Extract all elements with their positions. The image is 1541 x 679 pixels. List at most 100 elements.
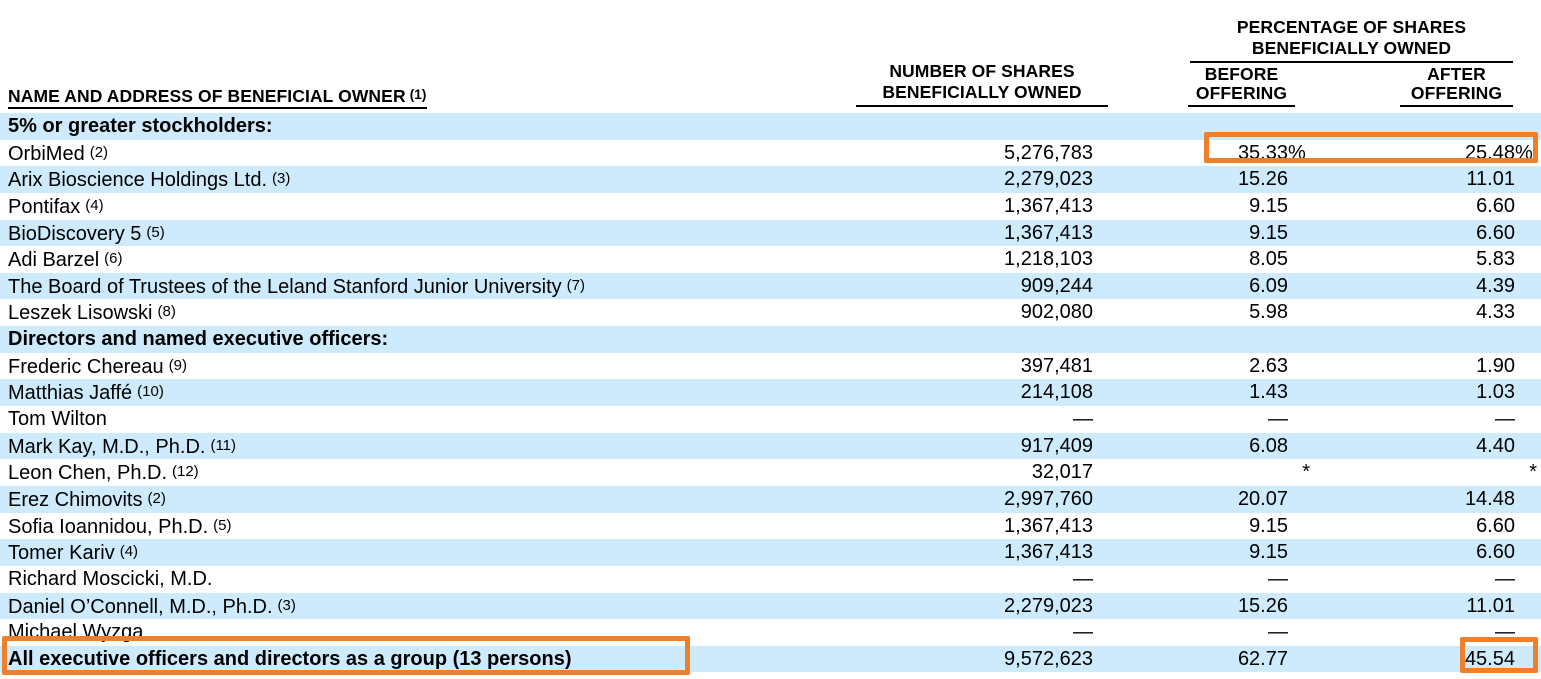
table-row: The Board of Trustees of the Leland Stan… xyxy=(0,272,1541,300)
footnote-reference: (4) xyxy=(119,543,139,561)
owner-name-cell: Adi Barzel (6) xyxy=(8,249,123,272)
before-offering-cell: — xyxy=(1268,567,1288,590)
after-offering-cell: — xyxy=(1495,567,1515,590)
before-offering-cell: 2.63 xyxy=(1249,354,1288,377)
before-offering-cell: 15.26 xyxy=(1237,168,1288,191)
footnote-reference: (6) xyxy=(104,250,123,268)
owner-name-cell: Leon Chen, Ph.D. (12) xyxy=(8,462,199,485)
owner-name-cell: Frederic Chereau (9) xyxy=(8,355,187,378)
footnote-reference: (7) xyxy=(566,276,585,294)
before-offering-cell: 8.05 xyxy=(1249,248,1288,271)
shares-cell: — xyxy=(1073,567,1093,590)
table-row: Arix Bioscience Holdings Ltd. (3) 2,279,02… xyxy=(0,166,1541,193)
shares-cell: 214,108 xyxy=(1020,381,1093,404)
before-offering-cell: 6.09 xyxy=(1249,274,1288,297)
shares-cell: 1,367,413 xyxy=(1004,194,1093,217)
owner-name-cell: Sofia Ioannidou, Ph.D. (5) xyxy=(8,515,232,538)
owner-name-cell: Erez Chimovits (2) xyxy=(8,488,166,511)
footnote-reference: (12) xyxy=(172,463,199,481)
before-offering-line1: BEFORE xyxy=(1204,64,1279,84)
before-offering-cell: 5.98 xyxy=(1249,301,1288,324)
after-offering-cell: 6.60 xyxy=(1476,194,1515,217)
table-row: Frederic Chereau (9) 397,481 2.63 1.90 xyxy=(0,353,1541,380)
footnote-reference: (2) xyxy=(147,489,166,507)
table-row: Tom Wilton — — — xyxy=(0,406,1541,433)
owner-name-cell: The Board of Trustees of the Leland Stan… xyxy=(8,275,585,298)
after-offering-cell: 4.39 xyxy=(1476,274,1515,297)
after-offering-cell: 1.90 xyxy=(1476,354,1515,377)
section-header-row: 5% or greater stockholders: xyxy=(0,113,1541,140)
before-offering-cell xyxy=(1105,326,1310,353)
after-offering-cell: 5.83 xyxy=(1476,248,1515,271)
shares-cell xyxy=(860,113,1105,140)
shares-cell xyxy=(860,326,1105,353)
before-offering-column-header: BEFORE OFFERING xyxy=(1188,65,1295,107)
footnote-reference: (4) xyxy=(85,196,104,214)
owner-name-cell: Daniel O’Connell, M.D., Ph.D. (3) xyxy=(8,595,296,618)
shares-cell: 1,218,103 xyxy=(1004,248,1093,271)
shares-column-header: NUMBER OF SHARES BENEFICIALLY OWNED xyxy=(856,61,1108,107)
after-offering-cell: 6.60 xyxy=(1476,221,1515,244)
after-offering-cell: 11.01 xyxy=(1466,594,1515,617)
table-row: Leon Chen, Ph.D. (12) 32,017 * * xyxy=(0,459,1541,486)
shares-cell: — xyxy=(1073,621,1093,644)
name-column-header: NAME AND ADDRESS OF BENEFICIAL OWNER (1) xyxy=(8,85,427,109)
shares-cell: 32,017 xyxy=(1031,461,1093,484)
after-offering-cell: 11.01 xyxy=(1466,168,1515,191)
before-offering-cell: 6.08 xyxy=(1249,434,1288,457)
name-column-header-footnote: (1) xyxy=(409,87,427,102)
after-offering-cell: 6.60 xyxy=(1476,541,1515,564)
owner-name-cell: All executive officers and directors as … xyxy=(8,647,572,670)
table-row: Richard Moscicki, M.D. — — — xyxy=(0,566,1541,593)
after-offering-line2: OFFERING xyxy=(1410,83,1503,103)
before-offering-cell: — xyxy=(1268,621,1288,644)
shares-cell: 9,572,623 xyxy=(1004,647,1093,670)
before-offering-cell: — xyxy=(1268,408,1288,431)
table-row: Adi Barzel (6) 1,218,103 8.05 5.83 xyxy=(0,246,1541,273)
footnote-reference: (8) xyxy=(157,303,176,321)
footnote-reference: (5) xyxy=(146,223,165,241)
footnote-reference: (11) xyxy=(210,436,237,454)
owner-name-cell: Arix Bioscience Holdings Ltd. (3) xyxy=(8,169,291,192)
table-row: Mark Kay, M.D., Ph.D. (11) 917,409 6.08 4.40 xyxy=(0,432,1541,460)
after-offering-column-header: AFTER OFFERING xyxy=(1400,65,1513,107)
table-row: BioDiscovery 5 (5) 1,367,413 9.15 6.60 xyxy=(0,219,1541,247)
shares-cell: 1,367,413 xyxy=(1004,514,1093,537)
shares-cell: — xyxy=(1073,408,1093,431)
shares-cell: 5,276,783 xyxy=(1004,141,1093,164)
before-offering-cell: 15.26 xyxy=(1237,594,1288,617)
owner-name-cell: Tomer Kariv (4) xyxy=(8,542,139,565)
footnote-reference: (10) xyxy=(137,383,164,401)
after-offering-cell: 4.33 xyxy=(1476,301,1515,324)
after-offering-cell: * xyxy=(1529,461,1537,484)
owner-name-cell: Pontifax (4) xyxy=(8,195,104,218)
before-offering-cell: 9.15 xyxy=(1249,514,1288,537)
owner-name-cell: Mark Kay, M.D., Ph.D. (11) xyxy=(8,435,237,458)
owner-name-cell: Matthias Jaffé (10) xyxy=(8,382,164,405)
shares-column-header-line2: BENEFICIALLY OWNED xyxy=(882,82,1082,102)
owner-name-cell: Richard Moscicki, M.D. xyxy=(8,567,213,590)
footnote-reference: (3) xyxy=(272,170,291,188)
shares-cell: 1,367,413 xyxy=(1004,221,1093,244)
owner-name-cell: Leszek Lisowski (8) xyxy=(8,302,176,325)
shares-cell: 917,409 xyxy=(1020,434,1093,457)
footnote-reference: (9) xyxy=(168,356,187,374)
shares-cell: 2,279,023 xyxy=(1004,168,1093,191)
owner-name-cell: Tom Wilton xyxy=(8,408,107,431)
shares-cell: 397,481 xyxy=(1020,354,1093,377)
section-header-row: Directors and named executive officers: xyxy=(0,326,1541,353)
highlight-box-group-row-label xyxy=(2,636,690,675)
before-offering-cell: 62.77 xyxy=(1237,647,1288,670)
percentage-group-header-line2: BENEFICIALLY OWNED xyxy=(1251,38,1452,58)
percentage-group-header: PERCENTAGE OF SHARES BENEFICIALLY OWNED xyxy=(1190,17,1513,63)
total-row: All executive officers and directors as … xyxy=(0,645,1541,673)
highlight-box-orbimed-percentages xyxy=(1204,132,1538,163)
ownership-table-rows: 5% or greater stockholders: OrbiMed (2) 5,2… xyxy=(0,113,1541,673)
footnote-reference: (5) xyxy=(213,516,232,534)
before-offering-line2: OFFERING xyxy=(1195,83,1288,103)
table-row: Daniel O’Connell, M.D., Ph.D. (3) 2,279,02… xyxy=(0,592,1541,620)
shares-cell: 909,244 xyxy=(1020,274,1093,297)
before-offering-cell: 20.07 xyxy=(1237,487,1288,510)
shares-column-header-line1: NUMBER OF SHARES xyxy=(889,61,1075,81)
